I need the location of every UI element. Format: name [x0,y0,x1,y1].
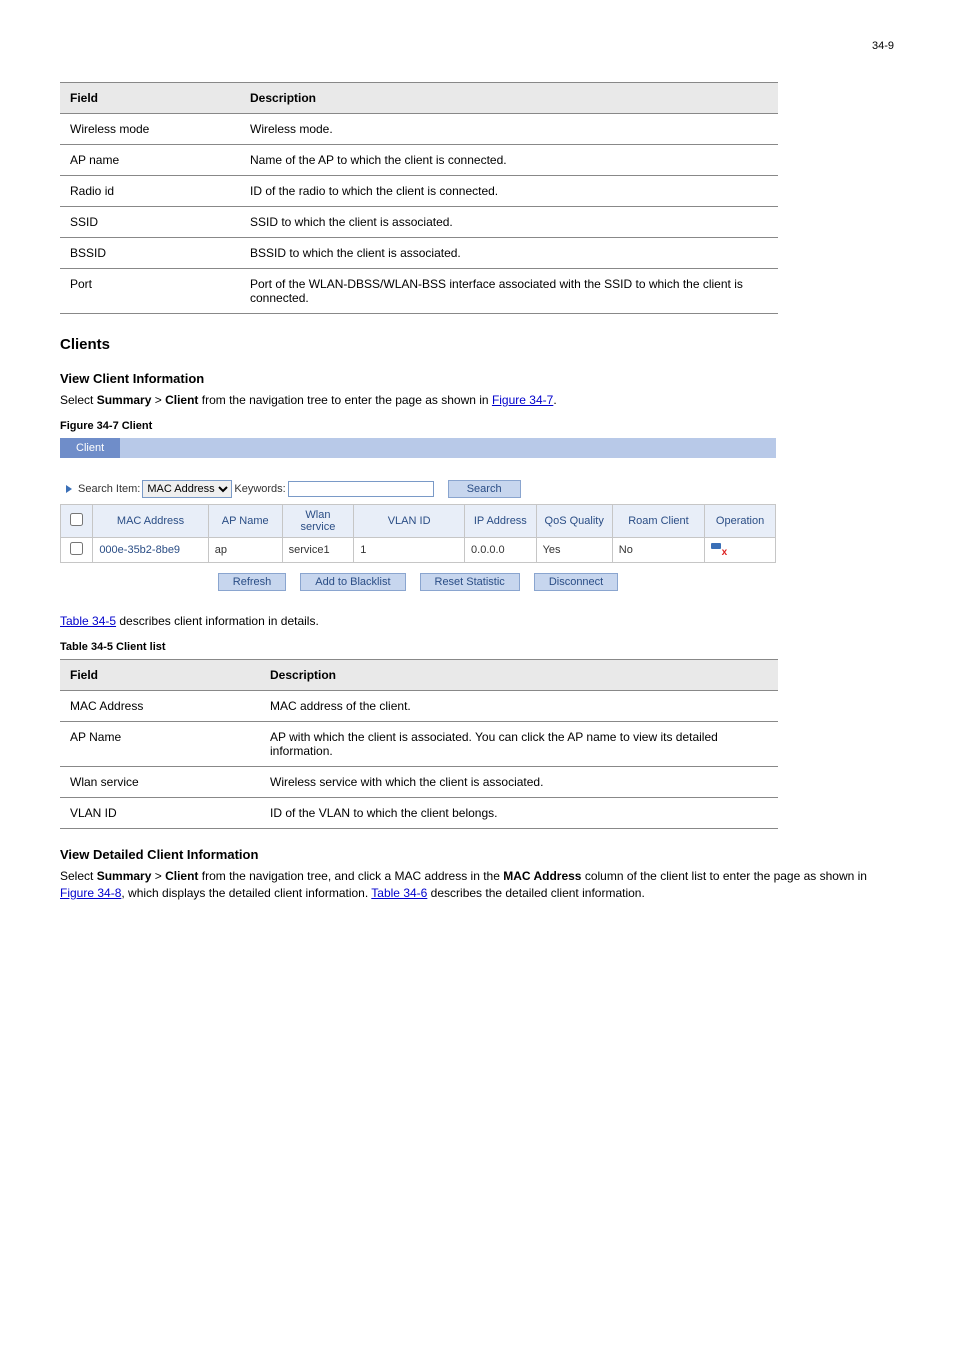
tab-bar: Client [60,438,776,458]
grid-header-op[interactable]: Operation [705,505,776,538]
disconnect-icon[interactable]: x [711,543,725,555]
cell-wlan: service1 [282,538,354,563]
field-description-table-2: Field Description MAC AddressMAC address… [60,659,778,829]
client-grid: MAC Address AP Name Wlan service VLAN ID… [60,504,776,563]
select-all-checkbox[interactable] [70,513,83,526]
button-row: Refresh Add to Blacklist Reset Statistic… [60,563,776,595]
reset-statistic-button[interactable]: Reset Statistic [420,573,520,591]
t2-r2-field: Wlan service [60,767,260,798]
section-heading-clients: Clients [60,336,894,353]
t1-r3-field: SSID [60,207,240,238]
add-blacklist-button[interactable]: Add to Blacklist [300,573,405,591]
cell-mac-link[interactable]: 000e-35b2-8be9 [99,544,180,556]
keywords-input[interactable] [288,481,434,497]
para-table2-intro: Table 34-5 describes client information … [60,613,894,630]
tab-client[interactable]: Client [60,438,120,458]
link-table-34-5[interactable]: Table 34-5 [60,614,116,628]
t2-header-desc: Description [260,660,778,691]
search-item-select[interactable]: MAC Address [142,480,232,498]
t1-r5-desc: Port of the WLAN-DBSS/WLAN-BSS interface… [240,269,778,314]
t2-header-field: Field [60,660,260,691]
search-button[interactable]: Search [448,480,521,498]
t2-r0-field: MAC Address [60,691,260,722]
t1-header-desc: Description [240,83,778,114]
cell-ap: ap [208,538,282,563]
keywords-label: Keywords: [234,483,285,495]
cell-roam: No [612,538,704,563]
grid-header-qos[interactable]: QoS Quality [536,505,612,538]
search-row: Search Item: MAC Address Keywords: Searc… [60,458,776,504]
t1-r1-desc: Name of the AP to which the client is co… [240,145,778,176]
page-number: 34-9 [60,40,894,52]
t2-r0-desc: MAC address of the client. [260,691,778,722]
t1-r3-desc: SSID to which the client is associated. [240,207,778,238]
field-description-table-1: Field Description Wireless modeWireless … [60,82,778,314]
figure-caption-34-7: Figure 34-7 Client [60,419,894,434]
subheading-view-client-info: View Client Information [60,371,894,386]
grid-header-checkbox [61,505,93,538]
grid-header-ip[interactable]: IP Address [465,505,537,538]
para-nav-1: Select Summary > Client from the navigat… [60,392,894,409]
t1-r2-field: Radio id [60,176,240,207]
t1-r4-field: BSSID [60,238,240,269]
figure-34-7: Client Search Item: MAC Address Keywords… [60,438,776,595]
para-nav-2: Select Summary > Client from the navigat… [60,868,894,902]
grid-header-wlan[interactable]: Wlan service [282,505,354,538]
t1-header-field: Field [60,83,240,114]
t2-r3-desc: ID of the VLAN to which the client belon… [260,798,778,829]
grid-header-mac[interactable]: MAC Address [93,505,208,538]
cell-qos: Yes [536,538,612,563]
row-checkbox[interactable] [70,542,83,555]
t1-r5-field: Port [60,269,240,314]
cell-op: x [705,538,776,563]
link-figure-34-8[interactable]: Figure 34-8 [60,886,121,900]
grid-header-roam[interactable]: Roam Client [612,505,704,538]
cell-ip: 0.0.0.0 [465,538,537,563]
t2-r1-field: AP Name [60,722,260,767]
subheading-view-detailed-client-info: View Detailed Client Information [60,847,894,862]
t1-r0-desc: Wireless mode. [240,114,778,145]
table-row: 000e-35b2-8be9 ap service1 1 0.0.0.0 Yes… [61,538,776,563]
t2-r3-field: VLAN ID [60,798,260,829]
link-table-34-6[interactable]: Table 34-6 [371,886,427,900]
cell-vlan: 1 [354,538,465,563]
triangle-icon [66,485,72,493]
t1-r0-field: Wireless mode [60,114,240,145]
refresh-button[interactable]: Refresh [218,573,287,591]
disconnect-button[interactable]: Disconnect [534,573,618,591]
t2-r1-desc: AP with which the client is associated. … [260,722,778,767]
t1-r2-desc: ID of the radio to which the client is c… [240,176,778,207]
t1-r4-desc: BSSID to which the client is associated. [240,238,778,269]
link-figure-34-7[interactable]: Figure 34-7 [492,393,553,407]
t1-r1-field: AP name [60,145,240,176]
t1-body: Wireless modeWireless mode. AP nameName … [60,114,778,314]
search-item-label: Search Item: [78,483,140,495]
t2-r2-desc: Wireless service with which the client i… [260,767,778,798]
grid-header-apname[interactable]: AP Name [208,505,282,538]
table2-title: Table 34-5 Client list [60,640,894,655]
grid-header-vlan[interactable]: VLAN ID [354,505,465,538]
